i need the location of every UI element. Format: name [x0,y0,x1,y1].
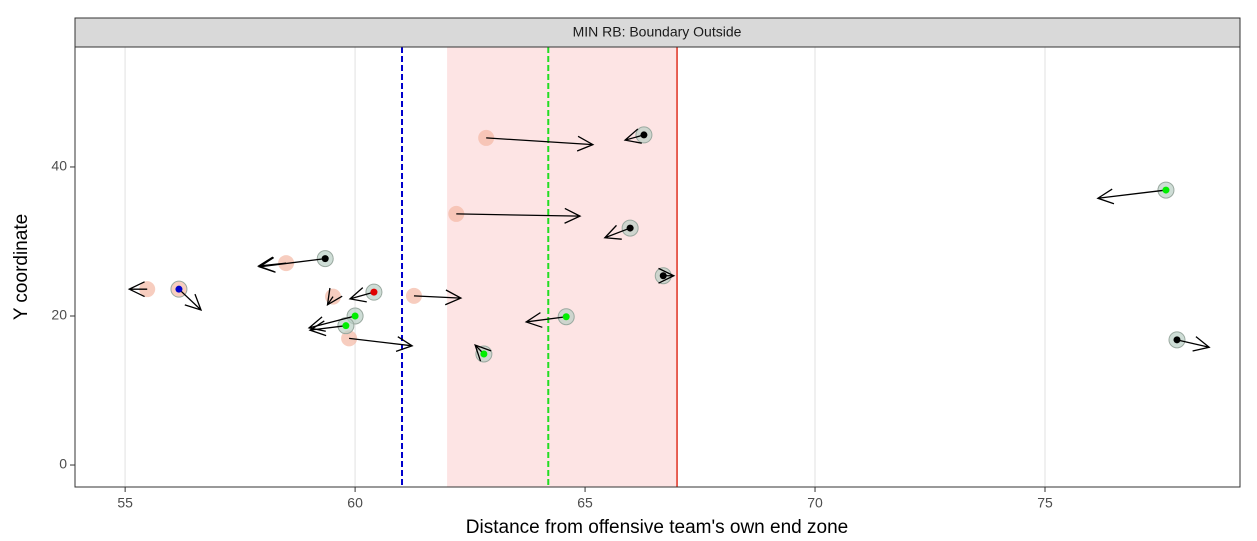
player-dot [351,312,359,320]
movement-arrow [178,288,203,312]
movement-arrow [308,320,346,337]
movement-arrow [1176,336,1211,352]
player-dot [640,131,648,139]
player-dot [321,255,329,263]
player-dot [659,272,667,280]
x-axis-title: Distance from offensive team's own end z… [466,517,848,538]
movement-arrow [486,135,595,152]
player-dot [562,313,570,321]
chart-title: MIN RB: Boundary Outside [573,24,742,40]
player-dot [1173,336,1181,344]
movement-arrow [326,287,343,307]
player-dot [1162,186,1170,194]
player-dot [342,322,350,330]
facet-strip [74,17,1241,48]
movement-arrow [603,224,631,240]
player-dot [626,224,634,232]
y-tick-label: 20 [51,307,67,323]
movement-arrow [127,281,148,298]
movement-arrow [524,312,567,328]
x-tick-label: 65 [577,495,593,511]
player-dot [370,288,378,296]
x-tick-label: 55 [117,495,133,511]
player-dot [175,285,183,293]
y-tick-label: 0 [59,456,67,472]
panel-border [74,46,1241,488]
x-tick-label: 70 [807,495,823,511]
y-axis-title: Y coordinate [11,214,32,320]
movement-arrow [348,287,375,303]
movement-arrow [413,289,463,306]
y-tick-label: 40 [51,158,67,174]
shaded-region [447,47,678,487]
x-tick-label: 75 [1037,495,1053,511]
x-tick-label: 60 [347,495,363,511]
movement-arrow [349,336,414,352]
movement-arrow [456,207,582,224]
movement-arrow [257,257,326,273]
player-dot [480,350,488,358]
movement-arrow [1096,188,1167,205]
